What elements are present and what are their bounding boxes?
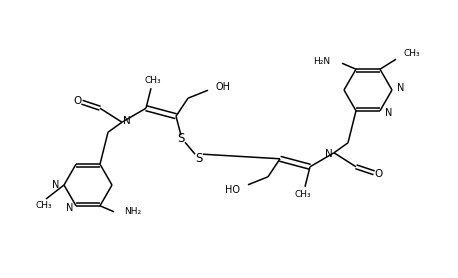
Text: N: N: [385, 108, 393, 118]
Text: S: S: [195, 152, 203, 165]
Text: N: N: [397, 83, 404, 93]
Text: NH₂: NH₂: [124, 207, 141, 216]
Text: N: N: [65, 203, 73, 213]
Text: N: N: [123, 116, 131, 126]
Text: HO: HO: [225, 185, 240, 195]
Text: S: S: [177, 132, 185, 145]
Text: N: N: [52, 180, 59, 190]
Text: O: O: [73, 96, 81, 106]
Text: CH₃: CH₃: [294, 190, 311, 199]
Text: OH: OH: [216, 82, 231, 92]
Text: CH₃: CH₃: [145, 76, 161, 85]
Text: H₂N: H₂N: [313, 57, 330, 66]
Text: O: O: [375, 169, 383, 179]
Text: CH₃: CH₃: [404, 49, 420, 58]
Text: CH₃: CH₃: [36, 200, 52, 210]
Text: N: N: [325, 149, 333, 159]
